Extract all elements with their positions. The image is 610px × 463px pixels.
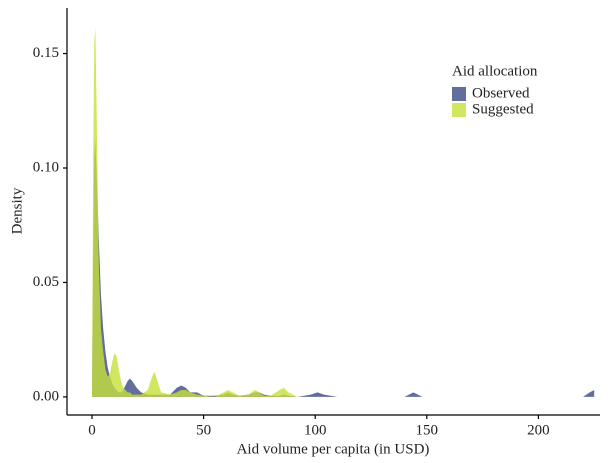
y-tick-label: 0.15 [33,45,59,61]
x-tick-label: 100 [304,422,327,438]
density-area [91,140,595,397]
legend-title: Aid allocation [452,63,538,79]
legend-label: Suggested [472,101,534,117]
y-tick-label: 0.10 [33,159,59,175]
legend-label: Observed [472,85,530,101]
y-tick-label: 0.05 [33,274,59,290]
y-axis-title: Density [9,187,25,234]
y-tick-label: 0.00 [33,388,59,404]
x-tick-label: 200 [527,422,550,438]
density-area [91,28,595,397]
legend-swatch [452,87,466,101]
x-tick-label: 150 [416,422,439,438]
legend-swatch [452,103,466,117]
x-tick-label: 0 [88,422,96,438]
x-axis-title: Aid volume per capita (in USD) [237,441,430,457]
x-tick-label: 50 [196,422,211,438]
